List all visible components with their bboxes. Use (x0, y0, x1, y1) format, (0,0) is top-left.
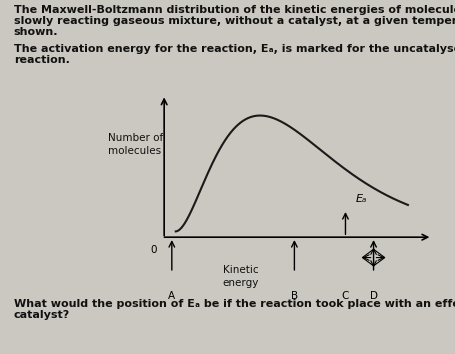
Text: slowly reacting gaseous mixture, without a catalyst, at a given temperature, i: slowly reacting gaseous mixture, without… (14, 16, 455, 26)
Text: reaction.: reaction. (14, 55, 70, 65)
Text: C: C (341, 291, 349, 301)
Text: B: B (290, 291, 297, 301)
Text: catalyst?: catalyst? (14, 310, 70, 320)
Text: D: D (369, 291, 377, 301)
Text: A: A (168, 291, 175, 301)
Text: The Maxwell-Boltzmann distribution of the kinetic energies of molecules in a: The Maxwell-Boltzmann distribution of th… (14, 5, 455, 15)
Text: 0: 0 (150, 245, 156, 255)
Text: shown.: shown. (14, 27, 58, 36)
Text: Number of
molecules: Number of molecules (108, 133, 163, 156)
Text: Eₐ: Eₐ (355, 194, 366, 204)
Text: What would the position of Eₐ be if the reaction took place with an effective: What would the position of Eₐ be if the … (14, 299, 455, 309)
Text: The activation energy for the reaction, Eₐ, is marked for the uncatalysed: The activation energy for the reaction, … (14, 44, 455, 54)
Text: Kinetic
energy: Kinetic energy (222, 265, 258, 289)
